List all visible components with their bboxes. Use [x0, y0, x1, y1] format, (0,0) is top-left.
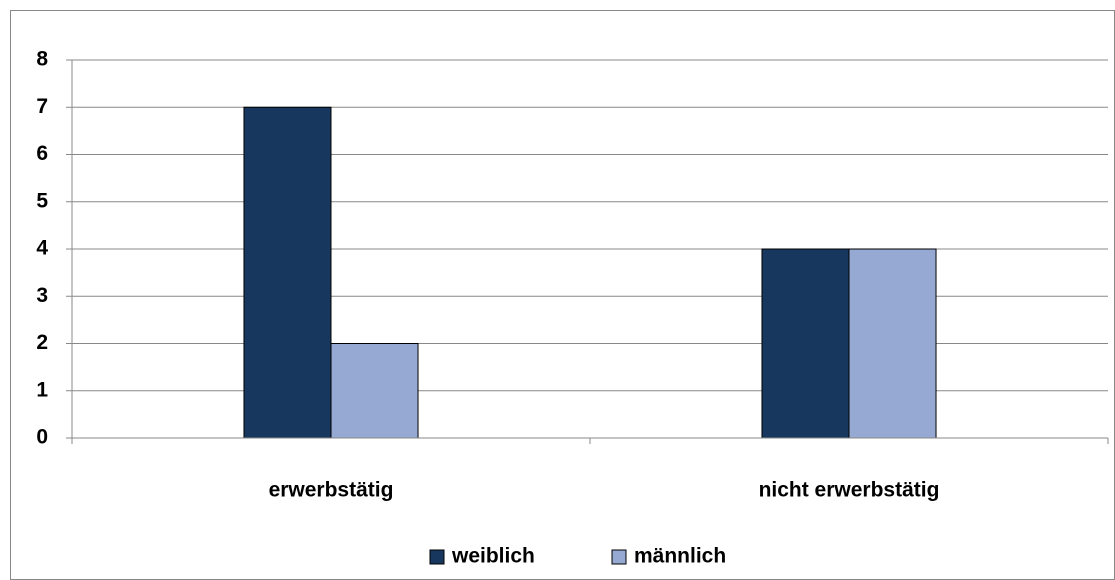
y-tick-label: 8	[36, 48, 48, 71]
y-tick-label: 2	[36, 331, 48, 354]
bar	[761, 248, 850, 439]
y-tick-label: 1	[36, 378, 48, 401]
legend-label: männlich	[634, 545, 726, 568]
x-tick-label: erwerbstätig	[269, 479, 394, 502]
legend-swatch	[429, 549, 445, 565]
bar	[848, 248, 937, 439]
legend-swatch	[611, 549, 627, 565]
y-tick-label: 7	[36, 95, 48, 118]
y-tick-label: 0	[36, 426, 48, 449]
chart-border	[10, 10, 1115, 580]
y-tick-label: 3	[36, 284, 48, 307]
y-tick-label: 5	[36, 189, 48, 212]
y-tick-label: 6	[36, 142, 48, 165]
bar	[243, 106, 332, 439]
bar	[330, 343, 419, 439]
x-tick-label: nicht erwerbstätig	[759, 479, 940, 502]
y-tick-label: 4	[36, 237, 48, 260]
legend-label: weiblich	[451, 545, 535, 568]
